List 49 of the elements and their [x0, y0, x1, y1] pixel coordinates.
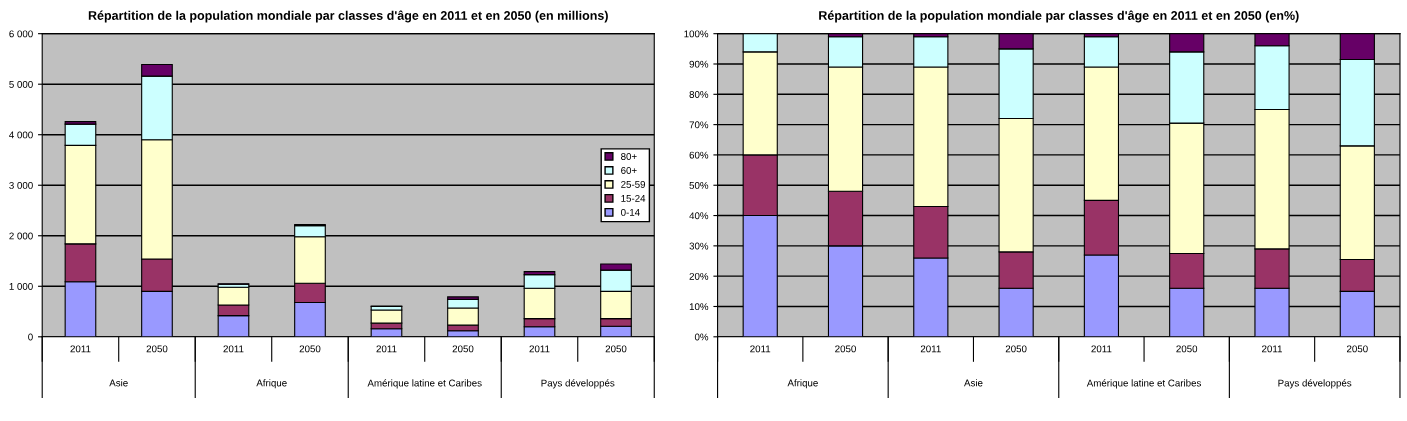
y-tick-label: 0 [28, 333, 33, 341]
chart-title: Répartition de la population mondiale par classes d'âge en 2011 et en 2050 (en millions) [88, 10, 608, 23]
y-tick-label: 10% [689, 303, 709, 311]
x-tick-label: 2011 [750, 345, 771, 353]
x-tick-label: 2011 [223, 345, 244, 353]
text: Pays développés [541, 379, 615, 389]
x-tick-label: 2011 [920, 345, 941, 353]
x-tick-label: 2011 [1091, 345, 1112, 353]
legend-label: 60+ [621, 167, 637, 174]
y-tick-label: 50% [689, 181, 709, 189]
chart-title: Répartition de la population mondiale par classes d'âge en 2011 et en 2050 (en%) [819, 10, 1299, 23]
y-tick-label: 70% [689, 121, 709, 129]
y-tick-label: 90% [689, 60, 709, 68]
x-tick-label: 2050 [452, 345, 474, 353]
y-tick-label: 40% [689, 212, 709, 220]
x-tick-label: 2011 [376, 345, 397, 353]
y-tick-label: 4 000 [9, 131, 33, 139]
x-tick-label: 2011 [529, 345, 550, 353]
text: Afrique [256, 379, 287, 389]
text: Asie [109, 379, 128, 387]
y-tick-label: 3 000 [9, 181, 33, 189]
text: Pays développés [1278, 379, 1352, 389]
x-tick-label: 2050 [1005, 345, 1027, 353]
x-tick-label: 2050 [605, 345, 627, 353]
text: Amérique latine et Caribes [367, 379, 482, 389]
y-tick-label: 60% [689, 151, 709, 159]
y-tick-label: 20% [689, 272, 709, 280]
y-tick-label: 6 000 [9, 30, 33, 38]
x-tick-label: 2011 [1262, 345, 1282, 353]
y-tick-label: 100% [684, 30, 709, 38]
x-tick-label: 2050 [835, 345, 856, 353]
legend-label: 80+ [621, 153, 637, 160]
y-tick-label: 80% [689, 91, 709, 98]
y-tick-label: 5 000 [9, 80, 33, 88]
x-tick-label: 2050 [1176, 345, 1198, 353]
legend-label: 15-24 [621, 194, 646, 202]
y-tick-label: 2 000 [9, 232, 33, 240]
text: Asie [964, 379, 983, 387]
y-tick-label: 1 000 [9, 283, 33, 290]
x-tick-label: 2050 [299, 345, 321, 353]
x-tick-label: 2011 [70, 345, 91, 353]
x-tick-label: 2050 [1346, 345, 1368, 353]
legend-label: 25-59 [621, 180, 646, 188]
legend-label: 0-14 [621, 208, 640, 216]
y-tick-label: 30% [689, 242, 709, 250]
y-tick-label: 0% [694, 333, 709, 341]
x-tick-label: 2050 [146, 345, 168, 353]
text: Amérique latine et Caribes [1086, 379, 1201, 389]
text: Afrique [787, 379, 818, 389]
